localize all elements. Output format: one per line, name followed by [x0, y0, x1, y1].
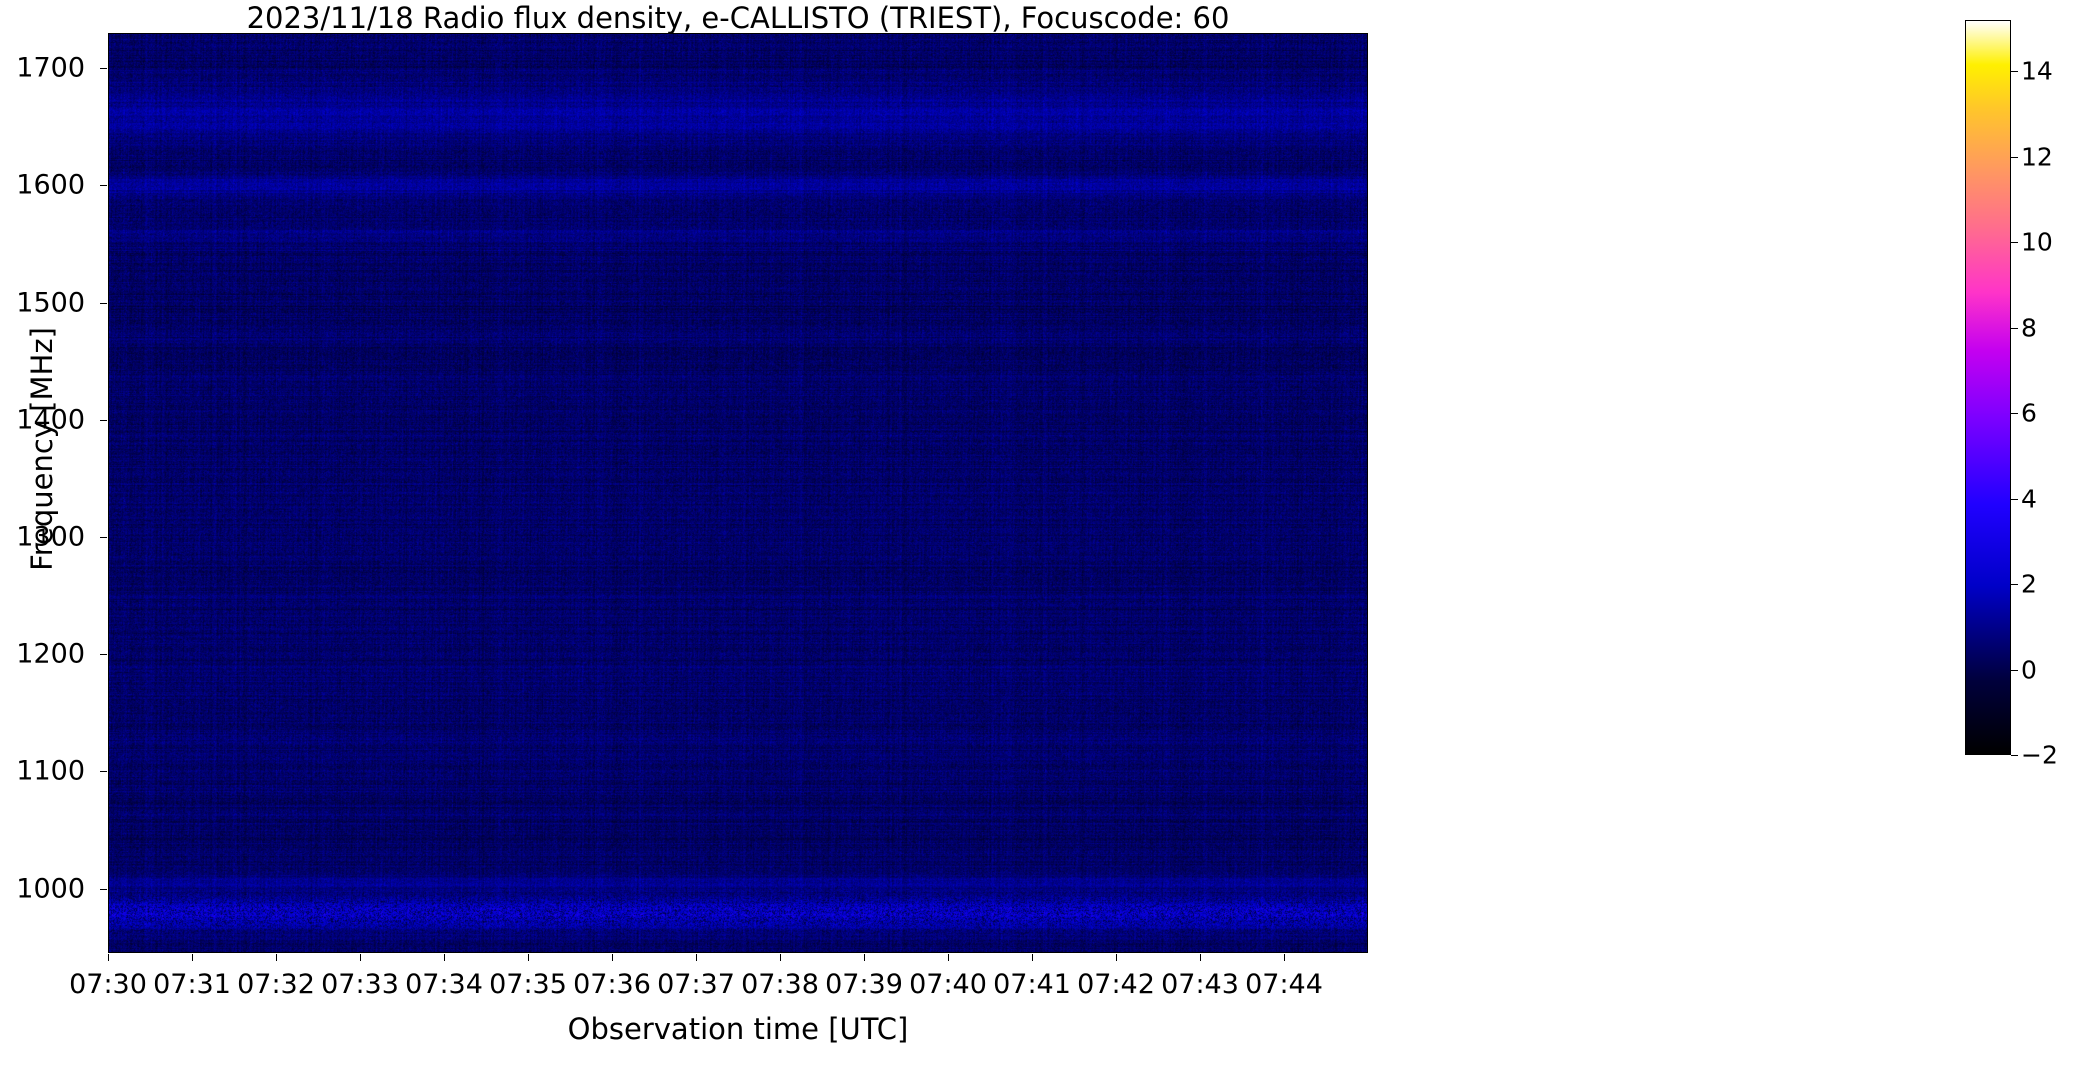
page-title: 2023/11/18 Radio flux density, e-CALLIST…	[246, 1, 1230, 35]
x-tick-mark	[192, 954, 193, 961]
colorbar-tick-label: 6	[2021, 398, 2037, 428]
y-tick-mark	[100, 888, 107, 890]
colorbar-tick-mark	[2011, 71, 2018, 73]
x-tick-label: 07:42	[1077, 969, 1155, 1000]
y-axis-ticks: 1000 1100 1200 1300 1400 1500 1600 1700	[0, 33, 107, 953]
x-tick-mark	[1200, 954, 1201, 961]
x-tick-mark	[1032, 954, 1033, 961]
spectrogram-axes[interactable]	[108, 33, 1368, 953]
x-tick-label: 07:40	[909, 969, 987, 1000]
colorbar-tick-mark	[2011, 413, 2018, 415]
colorbar-tick-mark	[2011, 327, 2018, 329]
x-tick-mark	[864, 954, 865, 961]
x-tick-mark	[612, 954, 613, 961]
colorbar-tick-label: −2	[2021, 740, 2058, 770]
colorbar-tick-label: 14	[2021, 56, 2053, 86]
y-tick-mark	[100, 654, 107, 656]
colorbar-tick-mark	[2011, 498, 2018, 500]
y-tick-label: 1600	[16, 169, 85, 201]
y-tick-label: 1700	[16, 52, 85, 84]
colorbar-ticks: −2 0 2 4 6 8 10 12 14	[1965, 20, 2085, 768]
y-tick-mark	[100, 185, 107, 187]
y-tick-label: 1100	[16, 755, 85, 787]
colorbar-tick-label: 4	[2021, 484, 2037, 514]
x-tick-mark	[1284, 954, 1285, 961]
x-tick-label: 07:32	[237, 969, 315, 1000]
x-tick-mark	[696, 954, 697, 961]
y-tick-label: 1300	[16, 521, 85, 553]
colorbar[interactable]	[1965, 20, 2011, 755]
colorbar-tick-label: 8	[2021, 313, 2037, 343]
y-tick-mark	[100, 771, 107, 773]
colorbar-tick-mark	[2011, 156, 2018, 158]
y-tick-mark	[100, 302, 107, 304]
x-axis-ticks: 07:30 07:31 07:32 07:33 07:34 07:35 07:36 07:37…	[69, 954, 1370, 1014]
x-tick-mark	[360, 954, 361, 961]
y-tick-mark	[100, 419, 107, 421]
x-tick-label: 07:36	[573, 969, 651, 1000]
colorbar-tick-label: 2	[2021, 569, 2037, 599]
spectrogram-heatmap[interactable]	[109, 34, 1367, 952]
y-axis-label: Frequency [MHz]	[25, 327, 59, 571]
x-tick-mark	[444, 954, 445, 961]
colorbar-tick-mark	[2011, 669, 2018, 671]
x-tick-label: 07:37	[657, 969, 735, 1000]
x-tick-label: 07:39	[825, 969, 903, 1000]
x-tick-label: 07:33	[321, 969, 399, 1000]
x-tick-label: 07:35	[489, 969, 567, 1000]
y-tick-mark	[100, 536, 107, 538]
y-tick-mark	[100, 68, 107, 70]
x-tick-label: 07:41	[993, 969, 1071, 1000]
x-tick-label: 07:30	[69, 969, 147, 1000]
colorbar-tick-label: 0	[2021, 655, 2037, 685]
x-tick-mark	[1116, 954, 1117, 961]
colorbar-tick-label: 10	[2021, 227, 2053, 257]
y-tick-label: 1200	[16, 638, 85, 670]
x-tick-label: 07:34	[405, 969, 483, 1000]
y-tick-label: 1000	[16, 873, 85, 905]
x-tick-mark	[780, 954, 781, 961]
colorbar-tick-mark	[2011, 584, 2018, 586]
x-tick-label: 07:31	[153, 969, 231, 1000]
colorbar-tick-label: 12	[2021, 142, 2053, 172]
x-tick-label: 07:44	[1245, 969, 1323, 1000]
x-axis-label: Observation time [UTC]	[567, 1012, 909, 1046]
x-tick-label: 07:43	[1161, 969, 1239, 1000]
colorbar-gradient	[1966, 21, 2010, 754]
y-tick-label: 1400	[16, 404, 85, 436]
x-tick-mark	[948, 954, 949, 961]
colorbar-tick-mark	[2011, 755, 2018, 756]
x-tick-mark	[276, 954, 277, 961]
x-tick-mark	[108, 954, 109, 961]
y-tick-label: 1500	[16, 287, 85, 319]
x-tick-label: 07:38	[741, 969, 819, 1000]
colorbar-tick-mark	[2011, 242, 2018, 244]
x-tick-mark	[528, 954, 529, 961]
